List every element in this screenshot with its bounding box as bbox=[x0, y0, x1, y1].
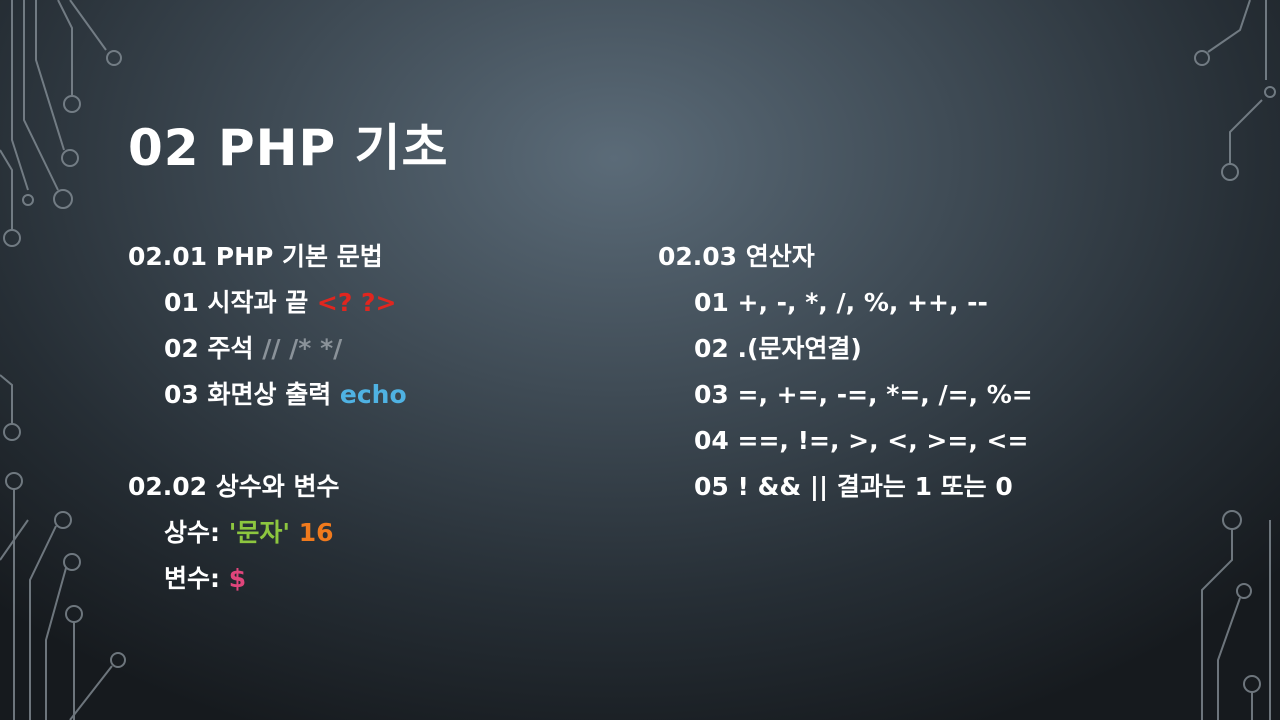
list-item-start-end: 01 시작과 끝 <? ?> bbox=[128, 280, 688, 326]
item-text: 변수: bbox=[164, 564, 229, 593]
section-heading-operators: 02.03 연산자 bbox=[658, 234, 1218, 280]
variable-symbol: $ bbox=[229, 564, 246, 593]
spacer bbox=[128, 418, 688, 464]
list-item-output: 03 화면상 출력 echo bbox=[128, 372, 688, 418]
php-tag-code: <? ?> bbox=[317, 288, 397, 317]
item-text: 02 주석 bbox=[164, 334, 262, 363]
list-item-variable: 변수: $ bbox=[128, 556, 688, 602]
string-literal: '문자' bbox=[229, 518, 290, 547]
list-item-constant: 상수: '문자' 16 bbox=[128, 510, 688, 556]
right-column: 02.03 연산자 01 +, -, *, /, %, ++, -- 02 .(… bbox=[658, 234, 1218, 510]
list-item: 03 =, +=, -=, *=, /=, %= bbox=[658, 372, 1218, 418]
list-item-comment: 02 주석 // /* */ bbox=[128, 326, 688, 372]
comment-code: // /* */ bbox=[262, 334, 342, 363]
slide-title: 02 PHP 기초 bbox=[128, 108, 449, 180]
section-heading-const-var: 02.02 상수와 변수 bbox=[128, 464, 688, 510]
number-literal: 16 bbox=[299, 518, 334, 547]
item-text: 03 화면상 출력 bbox=[164, 380, 340, 409]
left-column: 02.01 PHP 기본 문법 01 시작과 끝 <? ?> 02 주석 // … bbox=[128, 234, 688, 602]
list-item: 05 ! && || 결과는 1 또는 0 bbox=[658, 464, 1218, 510]
list-item: 01 +, -, *, /, %, ++, -- bbox=[658, 280, 1218, 326]
list-item: 02 .(문자연결) bbox=[658, 326, 1218, 372]
list-item: 04 ==, !=, >, <, >=, <= bbox=[658, 418, 1218, 464]
item-text: 01 시작과 끝 bbox=[164, 288, 317, 317]
echo-code: echo bbox=[340, 380, 407, 409]
item-text: 상수: bbox=[164, 518, 229, 547]
section-heading-syntax: 02.01 PHP 기본 문법 bbox=[128, 234, 688, 280]
